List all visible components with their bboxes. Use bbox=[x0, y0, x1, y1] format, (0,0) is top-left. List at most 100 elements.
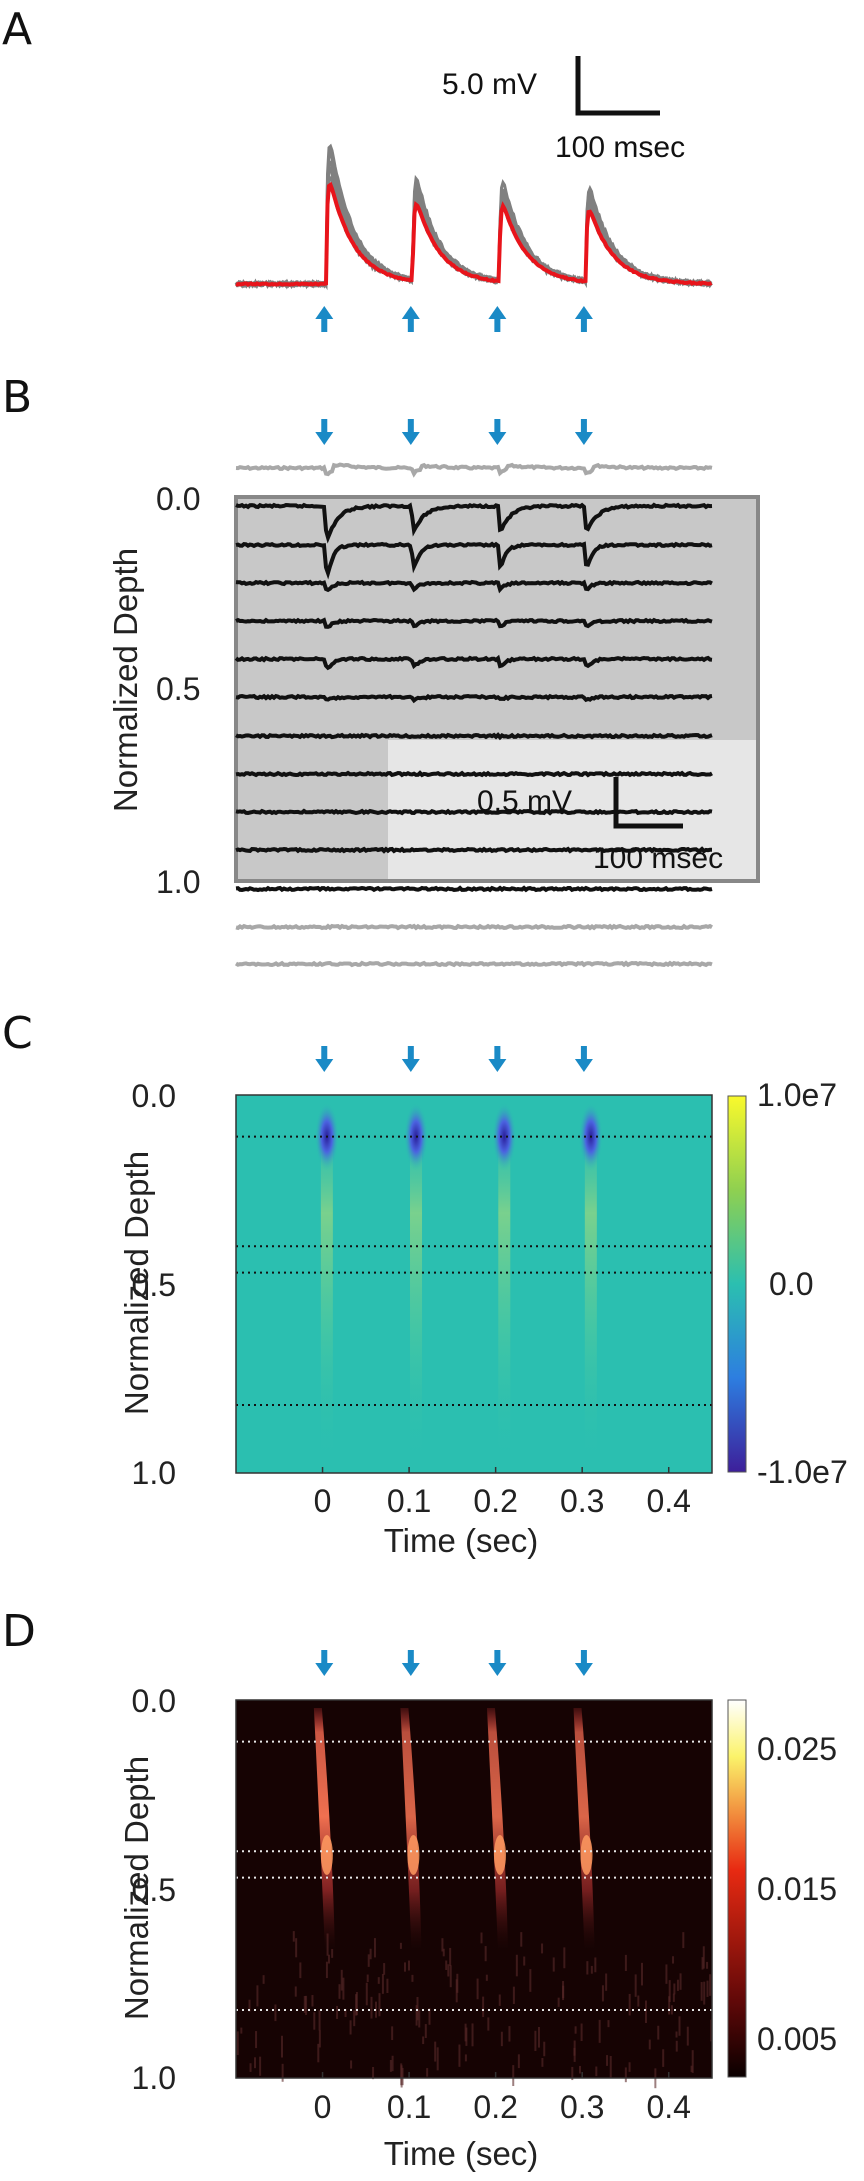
noise-speck bbox=[573, 2040, 576, 2062]
panel-label-a: A bbox=[2, 4, 32, 55]
xticks-c: 0 0.1 0.2 0.3 0.4 bbox=[314, 1467, 691, 1519]
noise-speck bbox=[378, 1993, 381, 2017]
noise-speck bbox=[408, 1960, 411, 1971]
noise-speck bbox=[598, 2019, 601, 2043]
noise-speck bbox=[248, 1999, 251, 2012]
noise-speck bbox=[686, 2026, 689, 2046]
noise-speck bbox=[500, 2031, 503, 2047]
plot-b-frame bbox=[234, 495, 760, 883]
stim-arrows-c bbox=[315, 1046, 593, 1072]
noise-speck bbox=[480, 1932, 483, 1944]
noise-speck bbox=[595, 2066, 598, 2077]
noise-speck bbox=[449, 1965, 452, 1988]
noise-speck bbox=[702, 1946, 705, 1969]
noise-speck bbox=[318, 2010, 321, 2031]
noise-speck bbox=[370, 1996, 373, 2019]
noise-speck bbox=[594, 1957, 597, 1973]
noise-speck bbox=[442, 1948, 445, 1957]
noise-speck bbox=[311, 1995, 314, 2007]
noise-speck bbox=[537, 2026, 540, 2048]
noise-speck bbox=[455, 1979, 458, 2003]
noise-speck bbox=[682, 1932, 685, 1949]
stim-arrow-icon bbox=[488, 1046, 507, 1072]
noise-speck bbox=[424, 2024, 427, 2039]
noise-speck bbox=[445, 1960, 448, 1971]
source-streak bbox=[320, 1105, 333, 1465]
noise-speck bbox=[436, 2047, 439, 2071]
noise-speck bbox=[381, 1973, 384, 1994]
mean-trace bbox=[235, 181, 713, 287]
activity-streak bbox=[573, 1708, 595, 1950]
channel-trace bbox=[235, 462, 713, 478]
colorbar-d-tick-1: 0.015 bbox=[757, 1871, 837, 1907]
source-streak bbox=[498, 1105, 511, 1465]
noise-speck bbox=[487, 2017, 490, 2031]
noise-speck bbox=[400, 2063, 403, 2086]
noise-speck bbox=[691, 2050, 694, 2073]
channel-traces-b bbox=[234, 462, 713, 968]
noise-speck bbox=[624, 1954, 627, 1972]
noise-speck bbox=[349, 2020, 352, 2035]
noise-speck bbox=[367, 1954, 370, 1967]
scalebar-a-amplitude: 5.0 mV bbox=[442, 68, 537, 101]
activity-streak bbox=[313, 1708, 335, 1950]
noise-speck bbox=[336, 2005, 339, 2019]
noise-speck bbox=[508, 2026, 511, 2042]
trial-trace bbox=[234, 143, 713, 291]
stim-arrow-icon bbox=[574, 419, 593, 445]
scalebar-b-amplitude: 0.5 mV bbox=[477, 785, 572, 818]
noise-speck bbox=[541, 1943, 544, 1954]
activity-peak bbox=[493, 1834, 506, 1875]
noise-speck bbox=[563, 1947, 566, 1969]
noise-speck bbox=[657, 2025, 660, 2040]
noise-speck bbox=[628, 1993, 631, 2016]
xtick-label: 0.4 bbox=[646, 2089, 690, 2125]
trial-trace bbox=[235, 148, 713, 290]
noise-speck bbox=[262, 1975, 265, 1984]
heatmap-d bbox=[235, 1699, 713, 2089]
noise-speck bbox=[391, 2055, 394, 2072]
noise-speck bbox=[292, 1931, 295, 1942]
noise-speck bbox=[355, 1994, 358, 2016]
noise-speck bbox=[662, 2049, 665, 2067]
channel-trace bbox=[235, 617, 713, 629]
heatmap-c-frame bbox=[235, 1094, 713, 1474]
source-streak bbox=[410, 1105, 423, 1465]
noise-speck bbox=[259, 2056, 262, 2076]
ylabel-b: Normalized Depth bbox=[107, 548, 144, 812]
csd-heatmap-c bbox=[235, 1094, 713, 1474]
colorbar-c-tick-0: 1.0e7 bbox=[757, 1077, 837, 1113]
noise-speck bbox=[498, 1994, 501, 2006]
noise-speck bbox=[515, 1954, 518, 1977]
noise-speck bbox=[391, 2026, 394, 2041]
ytick-b-1: 0.5 bbox=[156, 671, 200, 707]
colorbar-d-tick-2: 0.005 bbox=[757, 2021, 837, 2057]
noise-speck bbox=[458, 2044, 461, 2067]
channel-trace bbox=[235, 885, 713, 893]
noise-speck bbox=[484, 1946, 487, 1962]
noise-speck bbox=[389, 2060, 392, 2072]
noise-speck bbox=[607, 2020, 610, 2028]
noise-speck bbox=[485, 1974, 488, 1981]
stim-arrow-icon bbox=[401, 1650, 420, 1676]
noise-speck bbox=[700, 1982, 703, 2001]
noise-speck bbox=[240, 2027, 243, 2034]
colorbar-d bbox=[727, 1699, 747, 2078]
noise-speck bbox=[676, 1979, 679, 1991]
noise-speck bbox=[281, 2035, 284, 2058]
noise-speck bbox=[383, 1963, 386, 1975]
noise-speck bbox=[673, 1983, 676, 1995]
source-streak bbox=[584, 1105, 597, 1465]
noise-speck bbox=[703, 1981, 706, 2005]
xtick-label: 0.1 bbox=[387, 2089, 431, 2125]
activity-peak bbox=[320, 1834, 333, 1875]
noise-speck bbox=[476, 1978, 479, 2000]
noise-speck bbox=[609, 2055, 612, 2079]
trace-plot-a bbox=[234, 143, 713, 291]
noise-speck bbox=[447, 1964, 450, 1977]
noise-speck bbox=[428, 2008, 431, 2025]
noise-speck bbox=[299, 1962, 302, 1979]
channel-trace bbox=[234, 654, 713, 671]
noise-speck bbox=[690, 2065, 693, 2073]
noise-speck bbox=[541, 2058, 544, 2067]
